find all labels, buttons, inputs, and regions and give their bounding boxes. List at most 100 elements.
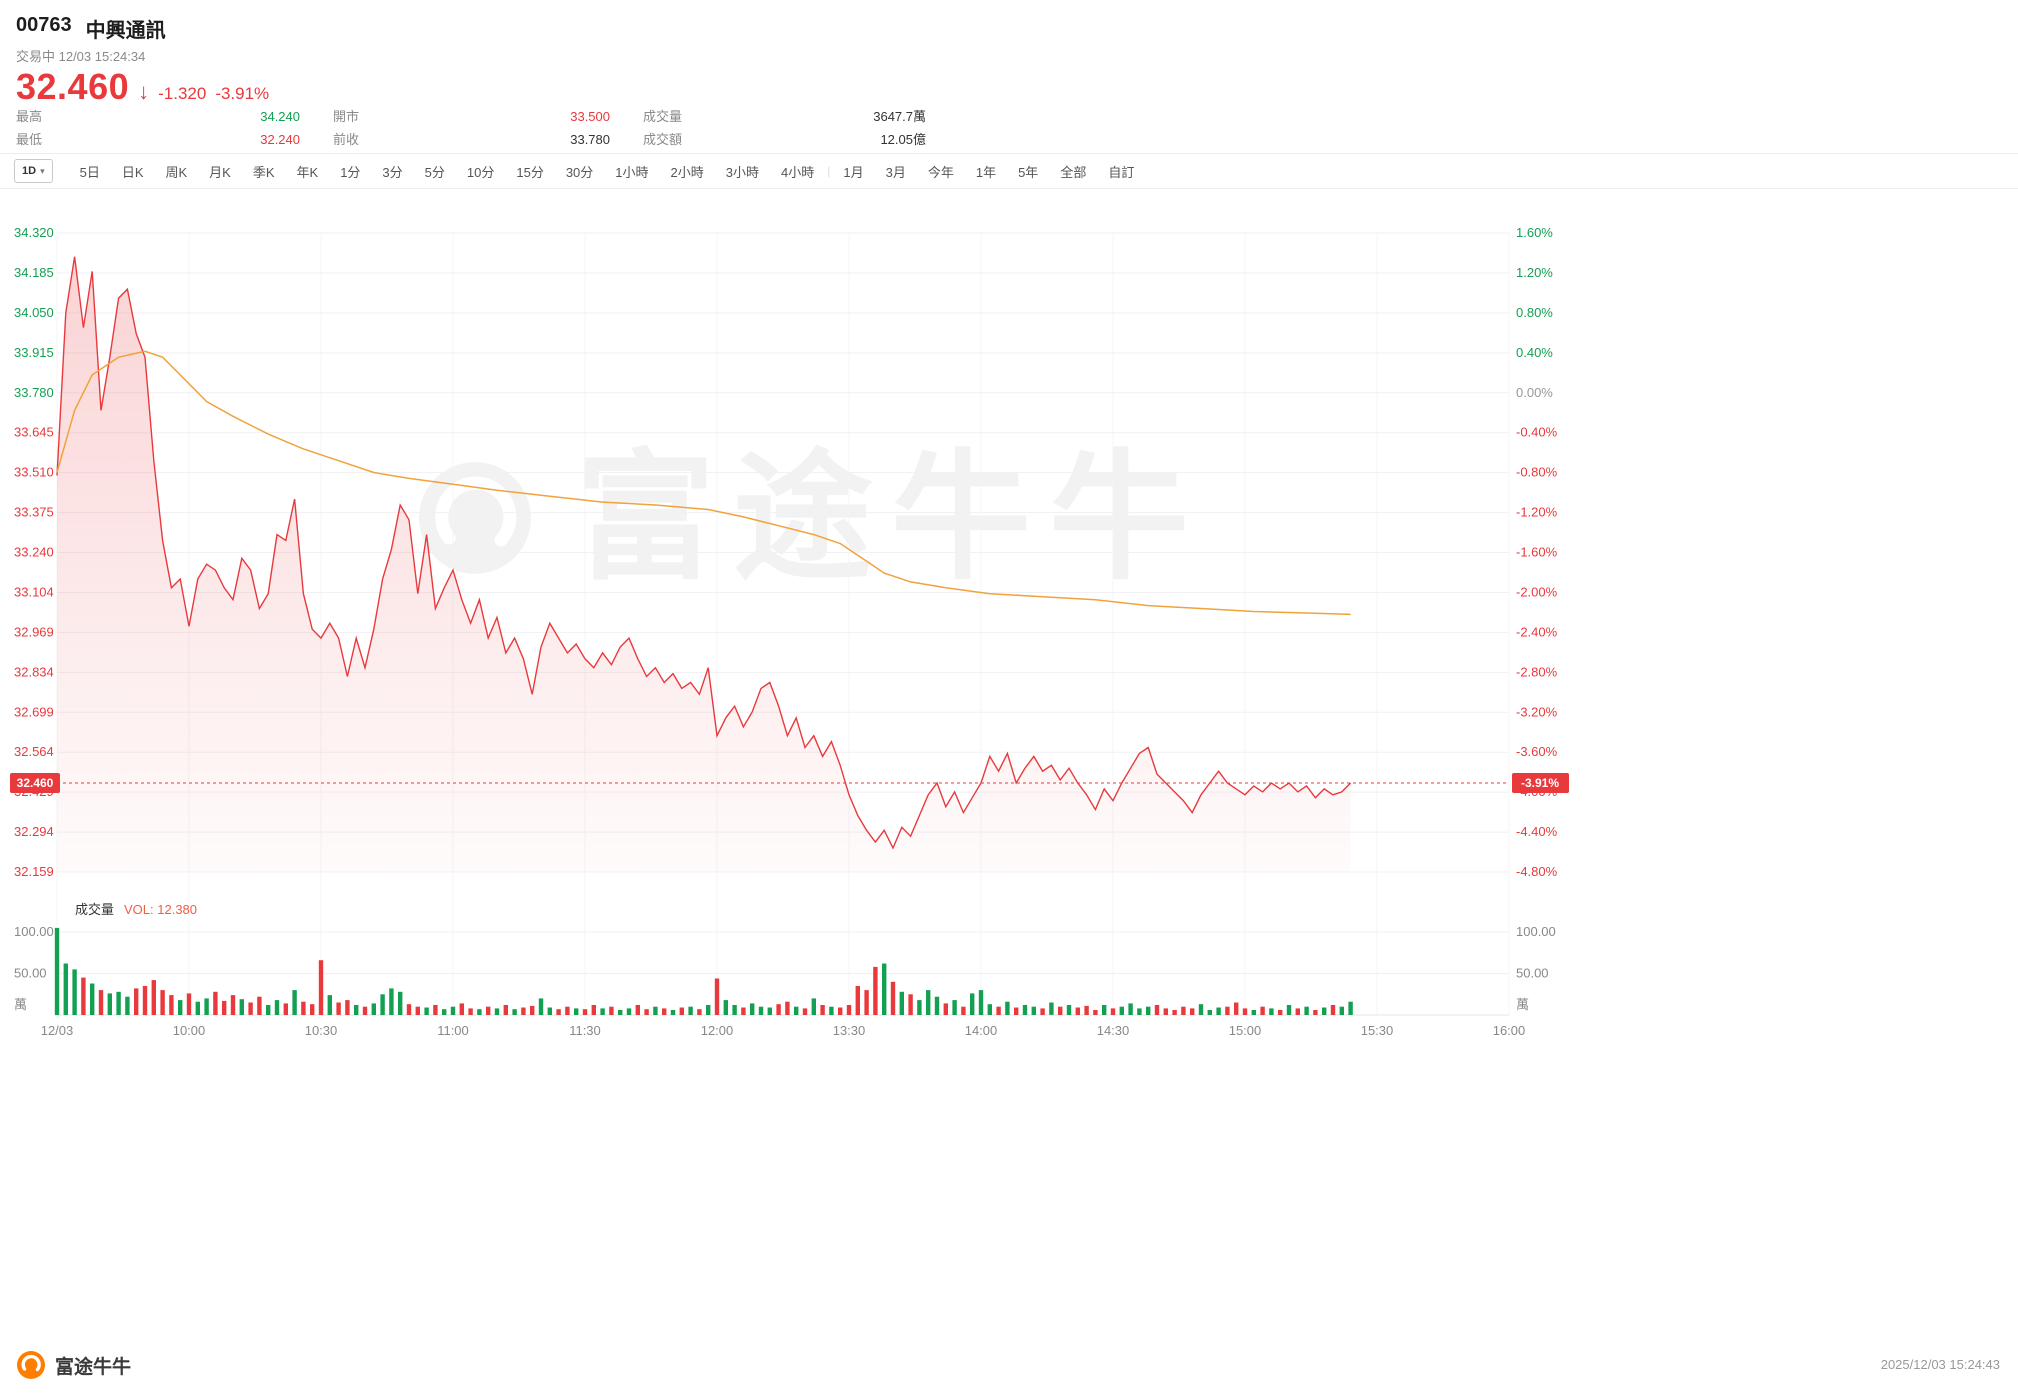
period-tab-5年[interactable]: 5年 [1018,164,1039,180]
volume-bar [1278,1010,1283,1015]
y-axis-percent-label: -3.60% [1516,744,1558,759]
volume-bar [151,980,156,1015]
period-tab-周K[interactable]: 周K [165,164,188,180]
volume-bar [855,986,860,1016]
volume-bar [204,998,209,1015]
y-axis-percent-label: 0.40% [1516,345,1553,360]
period-tab-15分[interactable]: 15分 [516,164,544,180]
volume-bar [239,999,244,1015]
x-axis-label: 11:30 [569,1023,601,1038]
volume-bar [1225,1006,1230,1015]
y-axis-price-label: 33.645 [14,425,54,440]
chevron-down-icon: ▾ [40,165,45,176]
volume-bar [283,1003,288,1015]
y-axis-percent-label: -3.20% [1516,704,1558,719]
period-tab-10分[interactable]: 10分 [466,164,495,180]
y-axis-price-label: 34.185 [14,265,54,280]
y-axis-percent-label: -2.80% [1516,664,1558,679]
y-axis-price-label: 32.564 [14,744,54,759]
volume-bar [785,1001,790,1015]
volume-bar [371,1003,376,1015]
volume-bar [741,1007,746,1015]
period-tab-月K[interactable]: 月K [209,164,231,180]
volume-bar [723,1000,728,1015]
volume-bar [952,1000,957,1015]
volume-bar [846,1005,852,1015]
volume-bar [767,1007,772,1015]
volume-axis-label: 50.00 [1516,966,1549,981]
volume-bar [996,1006,1001,1015]
volume-bar [230,995,236,1015]
stat-value-open: 33.500 [570,109,610,124]
period-tab-1月[interactable]: 1月 [843,164,864,180]
period-tab-1分[interactable]: 1分 [340,164,361,180]
volume-bar [1163,1008,1168,1015]
volume-bar [1339,1006,1344,1015]
volume-bar [838,1007,843,1015]
period-tab-自訂[interactable]: 自訂 [1108,164,1135,180]
x-axis-label: 12:00 [701,1023,734,1038]
volume-bar [1313,1010,1318,1015]
y-axis-price-label: 33.104 [14,584,54,599]
y-axis-percent-label: 1.20% [1516,265,1553,280]
y-axis-price-label: 33.240 [14,545,54,560]
volume-bar [98,990,104,1015]
y-axis-price-label: 34.050 [14,305,54,320]
volume-bar [978,990,984,1015]
volume-bar [697,1009,702,1015]
volume-bar [1049,1002,1054,1015]
period-tab-3小時[interactable]: 3小時 [725,164,759,180]
period-tab-5日[interactable]: 5日 [79,164,100,180]
volume-bar [178,1000,183,1015]
period-tab-5分[interactable]: 5分 [424,164,445,180]
volume-bar [292,990,297,1015]
volume-bar [706,1005,711,1015]
period-tab-季K[interactable]: 季K [252,164,275,180]
volume-bar [433,1005,438,1015]
volume-bar [186,993,192,1015]
volume-bar [169,995,174,1015]
volume-bar [882,963,887,1015]
intraday-chart[interactable]: 34.320 1.60% 34.185 1.20% 34.050 0.80% 33.915 0… [0,190,2018,1060]
volume-bar [934,996,940,1015]
volume-bar [125,996,130,1015]
tab-group-divider: | [827,164,831,178]
period-tab-年K[interactable]: 年K [296,164,319,180]
volume-unit-label: 萬 [1516,997,1529,1012]
period-tab-全部[interactable]: 全部 [1060,164,1087,180]
period-tab-4小時[interactable]: 4小時 [781,164,815,180]
period-tab-1年[interactable]: 1年 [975,164,997,180]
volume-bar [1251,1010,1256,1015]
period-tab-今年[interactable]: 今年 [927,164,954,180]
period-tab-30分[interactable]: 30分 [565,164,594,180]
volume-bar [873,966,878,1015]
volume-bar [1269,1008,1274,1015]
volume-bar [802,1008,808,1015]
volume-bar [635,1005,640,1015]
period-tabs: 5日 日K 周K 月K 季K 年K 1分 3分 5分 10分 15分 30分 1小時 2小時 3小時 4小時 |… [69,162,1146,181]
period-bar: 1D ▾ 5日 日K 周K 月K 季K 年K 1分 3分 5分 10分 15分 30分 1小時 2小時 3小… [0,153,2018,189]
volume-bar [556,1009,561,1015]
period-tab-1小時[interactable]: 1小時 [615,164,649,180]
period-tab-2小時[interactable]: 2小時 [670,164,704,180]
volume-bar [574,1008,579,1015]
stat-label-turnover: 成交額 [643,132,683,147]
volume-bar [547,1007,552,1015]
period-select-dropdown[interactable]: 1D ▾ [14,159,53,183]
volume-bar [336,1002,341,1015]
period-tab-日K[interactable]: 日K [121,164,144,180]
volume-bar [1322,1007,1327,1015]
stat-value-low: 32.240 [260,132,300,147]
volume-bar [530,1005,535,1015]
period-tab-3月[interactable]: 3月 [885,164,906,180]
volume-bar [776,1004,781,1015]
volume-bar [565,1006,570,1015]
y-axis-price-label: 32.159 [14,864,54,879]
average-price-line [56,350,1351,616]
y-axis-price-label: 33.375 [14,505,54,520]
volume-bar [398,991,403,1015]
volume-bar [160,990,165,1015]
volume-bar [653,1006,658,1015]
period-tab-3分[interactable]: 3分 [382,164,403,180]
